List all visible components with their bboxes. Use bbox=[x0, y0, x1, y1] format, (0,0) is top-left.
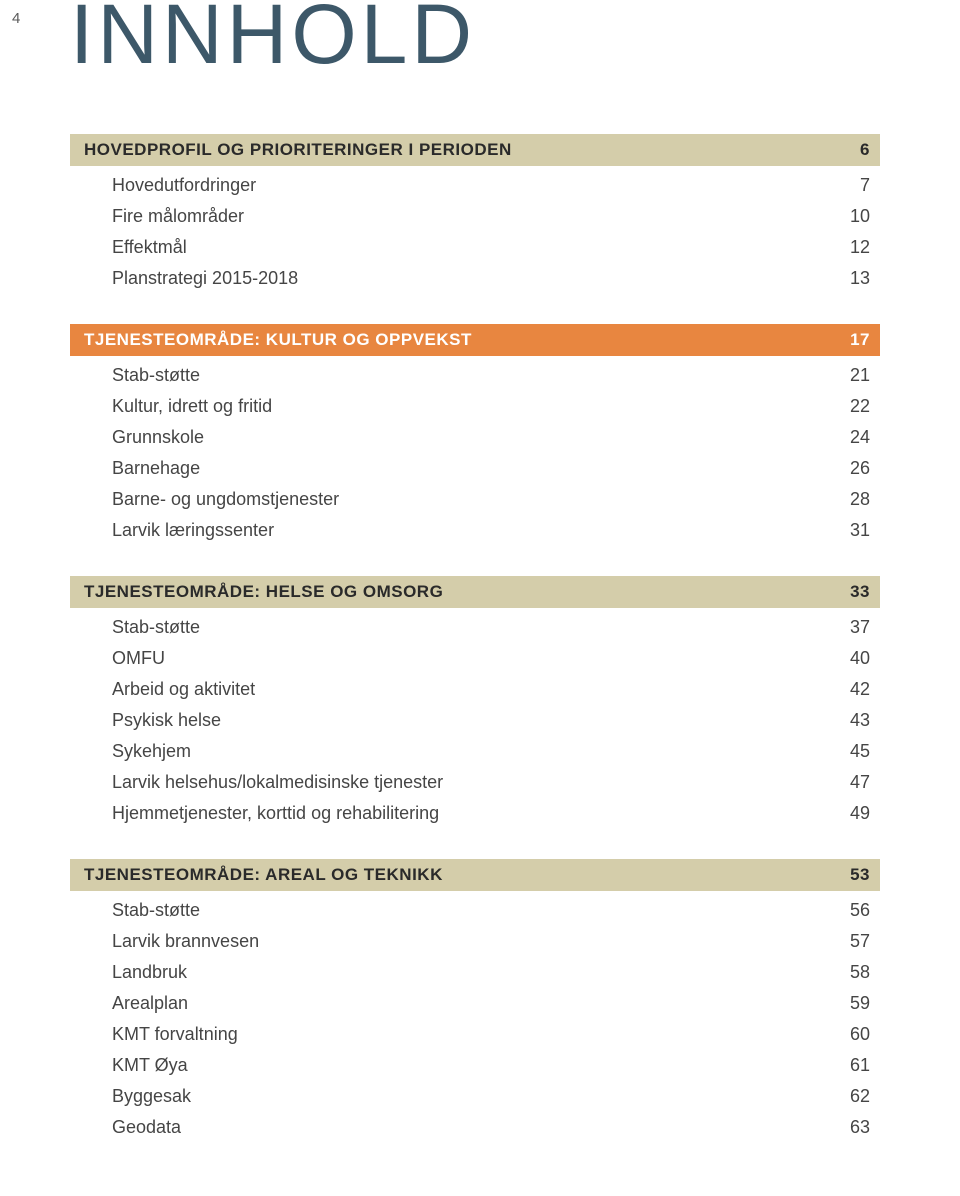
toc-entry: Psykisk helse 43 bbox=[70, 705, 880, 736]
toc-entry-label: KMT forvaltning bbox=[112, 1024, 238, 1045]
toc-entry-label: Arbeid og aktivitet bbox=[112, 679, 255, 700]
toc-entry-page: 13 bbox=[850, 268, 870, 289]
toc-entry-label: Arealplan bbox=[112, 993, 188, 1014]
page-title: INNHOLD bbox=[70, 0, 880, 76]
toc-entry: KMT forvaltning 60 bbox=[70, 1019, 880, 1050]
toc-entry-page: 56 bbox=[850, 900, 870, 921]
toc-entry-page: 57 bbox=[850, 931, 870, 952]
toc-entry: Arealplan 59 bbox=[70, 988, 880, 1019]
toc-section-heading: TJENESTEOMRÅDE: AREAL OG TEKNIKK 53 bbox=[70, 859, 880, 891]
toc-entry-label: Larvik helsehus/lokalmedisinske tjeneste… bbox=[112, 772, 443, 793]
toc-entry-label: Larvik læringssenter bbox=[112, 520, 274, 541]
toc-entry-page: 12 bbox=[850, 237, 870, 258]
toc-entry: Landbruk 58 bbox=[70, 957, 880, 988]
toc-section-label: TJENESTEOMRÅDE: KULTUR OG OPPVEKST bbox=[84, 330, 472, 350]
toc-entry: Stab-støtte 56 bbox=[70, 895, 880, 926]
toc-entry-label: Geodata bbox=[112, 1117, 181, 1138]
toc-entry-label: Larvik brannvesen bbox=[112, 931, 259, 952]
toc-entry-label: Kultur, idrett og fritid bbox=[112, 396, 272, 417]
toc-entry-page: 10 bbox=[850, 206, 870, 227]
toc-entry-page: 43 bbox=[850, 710, 870, 731]
toc-entry-page: 47 bbox=[850, 772, 870, 793]
toc-entry-page: 21 bbox=[850, 365, 870, 386]
toc-entry-label: Landbruk bbox=[112, 962, 187, 983]
toc-entry-label: Psykisk helse bbox=[112, 710, 221, 731]
toc-entry: Byggesak 62 bbox=[70, 1081, 880, 1112]
toc-entry-page: 61 bbox=[850, 1055, 870, 1076]
toc-entry: Stab-støtte 37 bbox=[70, 612, 880, 643]
toc-entry: KMT Øya 61 bbox=[70, 1050, 880, 1081]
toc-entry: Barnehage 26 bbox=[70, 453, 880, 484]
toc-entry: Kultur, idrett og fritid 22 bbox=[70, 391, 880, 422]
toc-entry: Hjemmetjenester, korttid og rehabiliteri… bbox=[70, 798, 880, 829]
toc-entry-page: 40 bbox=[850, 648, 870, 669]
toc-entry: Stab-støtte 21 bbox=[70, 360, 880, 391]
toc-entry-page: 58 bbox=[850, 962, 870, 983]
toc-entry-label: Byggesak bbox=[112, 1086, 191, 1107]
toc-entry: Planstrategi 2015-2018 13 bbox=[70, 263, 880, 294]
toc-entry-label: Barnehage bbox=[112, 458, 200, 479]
toc-entry-page: 37 bbox=[850, 617, 870, 638]
toc-section-heading: TJENESTEOMRÅDE: KULTUR OG OPPVEKST 17 bbox=[70, 324, 880, 356]
toc-entry-label: OMFU bbox=[112, 648, 165, 669]
toc-entry-label: Sykehjem bbox=[112, 741, 191, 762]
toc-entry-page: 63 bbox=[850, 1117, 870, 1138]
toc-entry: Arbeid og aktivitet 42 bbox=[70, 674, 880, 705]
page-number: 4 bbox=[12, 10, 20, 27]
toc-entry: Barne- og ungdomstjenester 28 bbox=[70, 484, 880, 515]
toc-entry-label: Effektmål bbox=[112, 237, 187, 258]
toc-entry: Grunnskole 24 bbox=[70, 422, 880, 453]
toc-entry-page: 28 bbox=[850, 489, 870, 510]
toc-entry-page: 59 bbox=[850, 993, 870, 1014]
toc-section-heading: TJENESTEOMRÅDE: HELSE OG OMSORG 33 bbox=[70, 576, 880, 608]
toc-entry-page: 49 bbox=[850, 803, 870, 824]
toc-entry: Geodata 63 bbox=[70, 1112, 880, 1143]
toc-entry-label: Hjemmetjenester, korttid og rehabiliteri… bbox=[112, 803, 439, 824]
toc-entry: Effektmål 12 bbox=[70, 232, 880, 263]
toc-entry: Larvik brannvesen 57 bbox=[70, 926, 880, 957]
toc-section-page: 17 bbox=[850, 330, 870, 350]
toc-entry: Larvik læringssenter 31 bbox=[70, 515, 880, 546]
toc-section-page: 33 bbox=[850, 582, 870, 602]
toc-entry-page: 62 bbox=[850, 1086, 870, 1107]
toc-entry-page: 26 bbox=[850, 458, 870, 479]
toc-entry-label: Stab-støtte bbox=[112, 900, 200, 921]
toc-entry: OMFU 40 bbox=[70, 643, 880, 674]
toc-section-label: TJENESTEOMRÅDE: AREAL OG TEKNIKK bbox=[84, 865, 443, 885]
toc-entry-page: 45 bbox=[850, 741, 870, 762]
toc-entry-label: Barne- og ungdomstjenester bbox=[112, 489, 339, 510]
toc-section-page: 6 bbox=[860, 140, 870, 160]
toc-entry: Sykehjem 45 bbox=[70, 736, 880, 767]
toc-entry-page: 22 bbox=[850, 396, 870, 417]
toc-entry-page: 42 bbox=[850, 679, 870, 700]
toc-entry-label: Stab-støtte bbox=[112, 617, 200, 638]
toc-section-label: TJENESTEOMRÅDE: HELSE OG OMSORG bbox=[84, 582, 443, 602]
toc-entry-page: 60 bbox=[850, 1024, 870, 1045]
toc-entry-page: 24 bbox=[850, 427, 870, 448]
toc-entry-label: Hovedutfordringer bbox=[112, 175, 256, 196]
toc-section-label: HOVEDPROFIL OG PRIORITERINGER I PERIODEN bbox=[84, 140, 512, 160]
toc-entry-page: 31 bbox=[850, 520, 870, 541]
toc-section-page: 53 bbox=[850, 865, 870, 885]
toc-entry-label: Grunnskole bbox=[112, 427, 204, 448]
toc-entry-page: 7 bbox=[860, 175, 870, 196]
toc-entry-label: Stab-støtte bbox=[112, 365, 200, 386]
toc-entry-label: Planstrategi 2015-2018 bbox=[112, 268, 298, 289]
toc-entry: Larvik helsehus/lokalmedisinske tjeneste… bbox=[70, 767, 880, 798]
toc-entry-label: KMT Øya bbox=[112, 1055, 188, 1076]
toc-entry-label: Fire målområder bbox=[112, 206, 244, 227]
toc-section-heading: HOVEDPROFIL OG PRIORITERINGER I PERIODEN… bbox=[70, 134, 880, 166]
toc-entry: Fire målområder 10 bbox=[70, 201, 880, 232]
toc-entry: Hovedutfordringer 7 bbox=[70, 170, 880, 201]
